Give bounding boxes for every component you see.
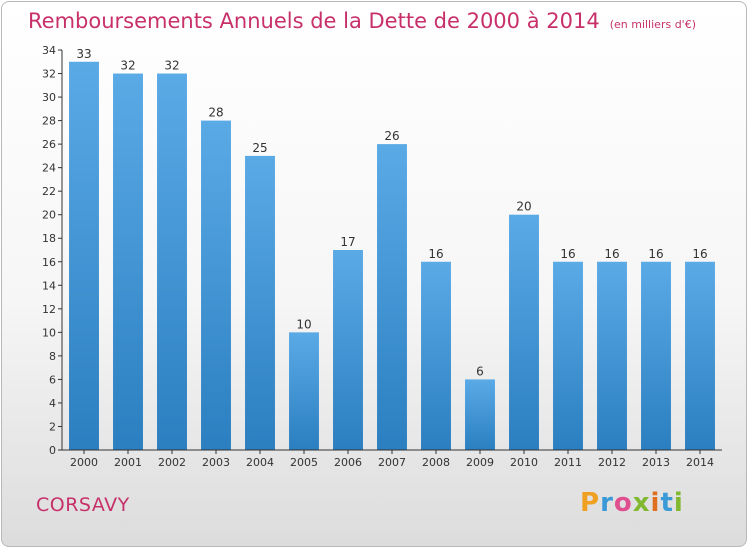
y-tick-label: 2 xyxy=(49,420,56,433)
data-label: 25 xyxy=(252,141,267,155)
y-tick-label: 26 xyxy=(42,138,56,151)
x-tick-label: 2013 xyxy=(642,456,670,469)
x-tick-label: 2003 xyxy=(202,456,230,469)
y-tick-label: 14 xyxy=(42,279,56,292)
bar xyxy=(245,155,275,450)
y-tick-label: 28 xyxy=(42,115,56,128)
y-tick-label: 4 xyxy=(49,397,56,410)
brand-logo-letter: t xyxy=(660,488,674,518)
commune-name: CORSAVY xyxy=(36,494,130,516)
x-tick-label: 2009 xyxy=(466,456,494,469)
bar xyxy=(289,332,319,450)
chart-title: Remboursements Annuels de la Dette de 20… xyxy=(28,9,600,33)
brand-logo-letter: i xyxy=(673,488,684,518)
brand-logo-letter: i xyxy=(650,488,661,518)
x-tick-label: 2006 xyxy=(334,456,362,469)
bar xyxy=(157,73,187,450)
y-tick-label: 32 xyxy=(42,68,56,81)
bar xyxy=(685,261,715,450)
y-tick-label: 20 xyxy=(42,209,56,222)
x-tick-label: 2001 xyxy=(114,456,142,469)
x-tick-label: 2007 xyxy=(378,456,406,469)
y-tick-label: 18 xyxy=(42,232,56,245)
x-tick-label: 2012 xyxy=(598,456,626,469)
y-tick-label: 22 xyxy=(42,185,56,198)
y-tick-label: 16 xyxy=(42,256,56,269)
brand-logo-letter: o xyxy=(613,488,633,518)
x-tick-label: 2002 xyxy=(158,456,186,469)
brand-logo-letter: x xyxy=(632,488,651,518)
y-tick-label: 24 xyxy=(42,162,56,175)
bars xyxy=(69,61,715,451)
x-tick-label: 2014 xyxy=(686,456,714,469)
y-tick-label: 8 xyxy=(49,350,56,363)
y-tick-label: 34 xyxy=(42,44,56,57)
data-label: 32 xyxy=(120,59,135,73)
data-label: 16 xyxy=(560,247,575,261)
x-tick-label: 2004 xyxy=(246,456,274,469)
chart-subtitle: (en milliers d'€) xyxy=(609,18,696,31)
y-tick-label: 0 xyxy=(49,444,56,457)
y-tick-label: 10 xyxy=(42,326,56,339)
data-label: 26 xyxy=(384,129,399,143)
bar xyxy=(421,261,451,450)
brand-logo-letter: r xyxy=(600,488,614,518)
data-label: 16 xyxy=(428,247,443,261)
data-label: 6 xyxy=(476,364,484,378)
brand-logo-letter: P xyxy=(580,488,601,518)
bar xyxy=(377,144,407,450)
y-tick-label: 30 xyxy=(42,91,56,104)
data-label: 32 xyxy=(164,59,179,73)
bar xyxy=(597,261,627,450)
data-label: 28 xyxy=(208,106,223,120)
x-tick-label: 2000 xyxy=(70,456,98,469)
data-label: 16 xyxy=(648,247,663,261)
bar xyxy=(509,214,539,450)
x-tick-label: 2008 xyxy=(422,456,450,469)
bar xyxy=(333,250,363,450)
y-tick-label: 6 xyxy=(49,373,56,386)
bar xyxy=(641,261,671,450)
bar xyxy=(201,120,231,451)
data-label: 20 xyxy=(516,200,531,214)
x-tick-label: 2010 xyxy=(510,456,538,469)
bar xyxy=(553,261,583,450)
y-tick-label: 12 xyxy=(42,303,56,316)
brand-logo[interactable]: Proxiti xyxy=(580,488,684,518)
x-axis: 2000 2001 2002 2003 2004 2005 2006 2007 2008 2009… xyxy=(62,449,722,469)
title-line: Remboursements Annuels de la Dette de 20… xyxy=(28,9,696,33)
bar xyxy=(113,73,143,450)
data-label: 16 xyxy=(604,247,619,261)
x-tick-label: 2011 xyxy=(554,456,582,469)
data-label: 17 xyxy=(340,235,355,249)
data-label: 33 xyxy=(76,47,91,61)
data-label: 16 xyxy=(692,247,707,261)
data-label: 10 xyxy=(296,317,311,331)
data-labels: 33 32 32 28 25 10 17 26 16 6 20 16 16 16 16 xyxy=(76,47,707,379)
bar xyxy=(69,61,99,450)
x-tick-label: 2005 xyxy=(290,456,318,469)
bar xyxy=(465,379,495,450)
